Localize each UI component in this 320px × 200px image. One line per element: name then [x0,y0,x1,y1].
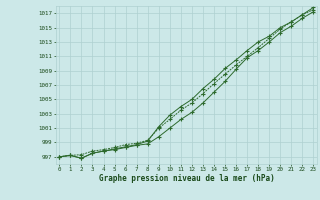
X-axis label: Graphe pression niveau de la mer (hPa): Graphe pression niveau de la mer (hPa) [99,174,274,183]
